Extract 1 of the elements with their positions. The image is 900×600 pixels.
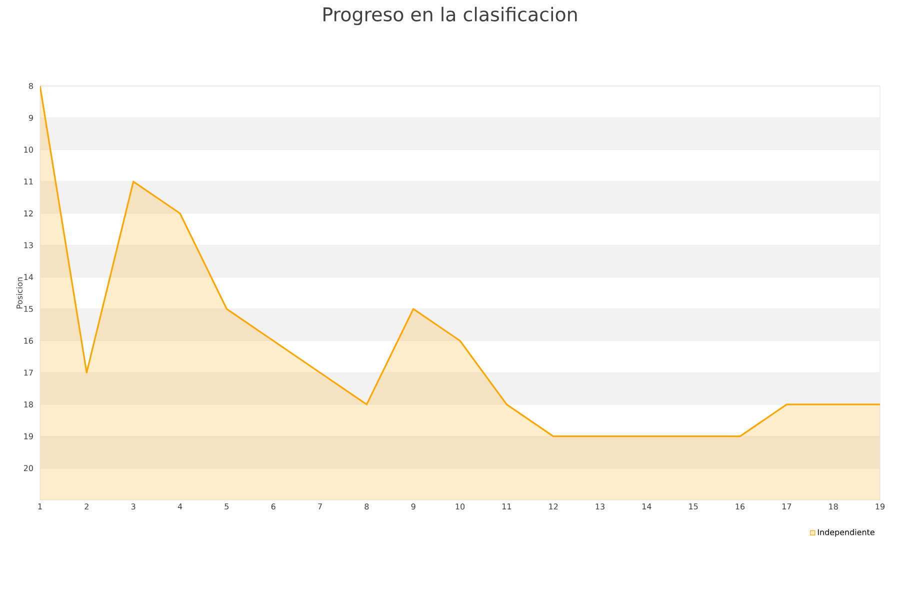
chart-title: Progreso en la clasificacion — [324, 6, 577, 26]
